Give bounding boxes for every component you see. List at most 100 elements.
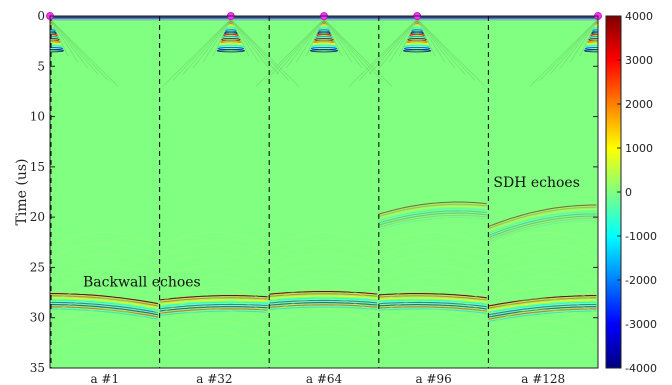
backwall-echo: [159, 306, 268, 312]
backwall-echo: [159, 301, 268, 308]
scatter-arc: [269, 287, 379, 303]
sdh-echo: [488, 220, 597, 243]
scatter-arc: [488, 254, 598, 270]
diverging-leg: [50, 18, 99, 75]
backwall-echo: [50, 295, 159, 307]
scatter-arc: [50, 243, 160, 259]
sdh-echo: [488, 204, 597, 228]
sdh-echo: [488, 206, 597, 230]
scatter-arc: [378, 231, 489, 248]
panel-separators: [50, 16, 489, 368]
scatter-arc: [159, 298, 270, 315]
near-field-ring: [586, 42, 598, 46]
diverging-leg: [50, 18, 69, 57]
sdh-echo: [378, 201, 487, 215]
diverging-leg: [416, 18, 476, 81]
diverging-leg: [182, 18, 232, 75]
diverging-leg: [192, 18, 232, 69]
scatter-arc: [50, 331, 160, 348]
backwall-echo: [269, 291, 378, 295]
scatter-arc: [378, 287, 489, 303]
backwall-echo: [378, 304, 487, 310]
backwall-echo: [50, 306, 159, 318]
backwall-echo: [378, 299, 487, 305]
diverging-leg: [295, 18, 325, 63]
panel-5-signals: [488, 18, 598, 348]
near-field-ring: [50, 49, 65, 53]
scatter-arc: [159, 309, 270, 326]
backwall-echo: [378, 295, 487, 301]
diverging-leg: [368, 18, 418, 75]
scatter-arc: [378, 331, 489, 348]
scatter-arc: [159, 320, 270, 337]
scatter-arc: [488, 231, 598, 248]
sdh-echo: [488, 211, 597, 234]
sdh-echo: [488, 217, 597, 241]
near-field-ring: [587, 40, 598, 44]
scatter-arc: [159, 287, 270, 303]
diverging-leg: [255, 18, 325, 87]
diverging-leg: [50, 18, 79, 63]
scatter-arc: [269, 243, 379, 259]
diverging-leg: [358, 18, 418, 81]
scatter-arc: [269, 309, 379, 326]
scatter-arc: [50, 298, 160, 315]
scatter-arc: [488, 309, 598, 326]
backwall-echo: [50, 293, 159, 305]
backwall-echo: [269, 302, 378, 306]
backwall-echo: [378, 306, 487, 312]
panel-4-signals: [348, 18, 489, 348]
y-tick-label: 20: [30, 210, 45, 224]
backwall-echo: [159, 310, 268, 317]
scatter-arc: [269, 320, 379, 337]
diverging-leg: [230, 18, 300, 87]
backwall-echo: [159, 295, 268, 301]
diverging-leg: [50, 18, 119, 87]
scatter-arc: [269, 276, 379, 292]
diverging-leg: [398, 18, 418, 57]
annotations: Backwall echoes SDH echoes: [83, 175, 580, 291]
x-panel-label: a #32: [196, 372, 232, 385]
y-tick-label: 30: [30, 311, 45, 325]
sdh-echo: [488, 215, 597, 239]
y-tick-label: 5: [37, 59, 45, 73]
backwall-echo: [50, 299, 159, 311]
backwall-echo: [488, 303, 597, 316]
sdh-echo: [378, 208, 487, 222]
scatter-arc: [159, 265, 270, 281]
diverging-leg: [172, 18, 232, 81]
backwall-echo: [50, 304, 159, 316]
colorbar-tick-label: -3000: [625, 318, 657, 331]
colorbar-tick-label: 4000: [625, 10, 653, 23]
scatter-arc: [50, 254, 160, 270]
diverging-leg: [230, 18, 250, 57]
backwall-echo: [269, 299, 378, 304]
diverging-leg: [323, 18, 353, 63]
diverging-leg: [285, 18, 325, 69]
scatter-arc: [159, 331, 270, 348]
colorbar-tick-label: -2000: [625, 274, 657, 287]
diverging-leg: [388, 18, 418, 63]
sdh-echo: [378, 214, 487, 228]
sdh-echo: [378, 212, 487, 226]
diverging-leg: [416, 18, 456, 69]
scatter-arc: [159, 254, 270, 270]
near-field-ring: [50, 44, 63, 48]
plot-frame: [49, 15, 599, 369]
near-field-ring: [50, 38, 60, 42]
diverging-leg: [265, 18, 325, 81]
x-panel-label: a #64: [306, 372, 343, 385]
backwall-echo: [378, 301, 487, 308]
colorbar-tick-label: -1000: [625, 230, 657, 243]
x-panel-label: a #128: [521, 372, 565, 385]
sdh-echo: [378, 216, 487, 231]
backwall-echo: [269, 304, 378, 309]
scatter-arc: [378, 276, 489, 292]
y-tick-label: 35: [30, 361, 45, 375]
diverging-leg: [378, 18, 418, 69]
diverging-leg: [305, 18, 325, 57]
backwall-echo: [488, 308, 597, 320]
colorbar-tick-label: 3000: [625, 54, 653, 67]
scatter-arc: [378, 298, 489, 315]
